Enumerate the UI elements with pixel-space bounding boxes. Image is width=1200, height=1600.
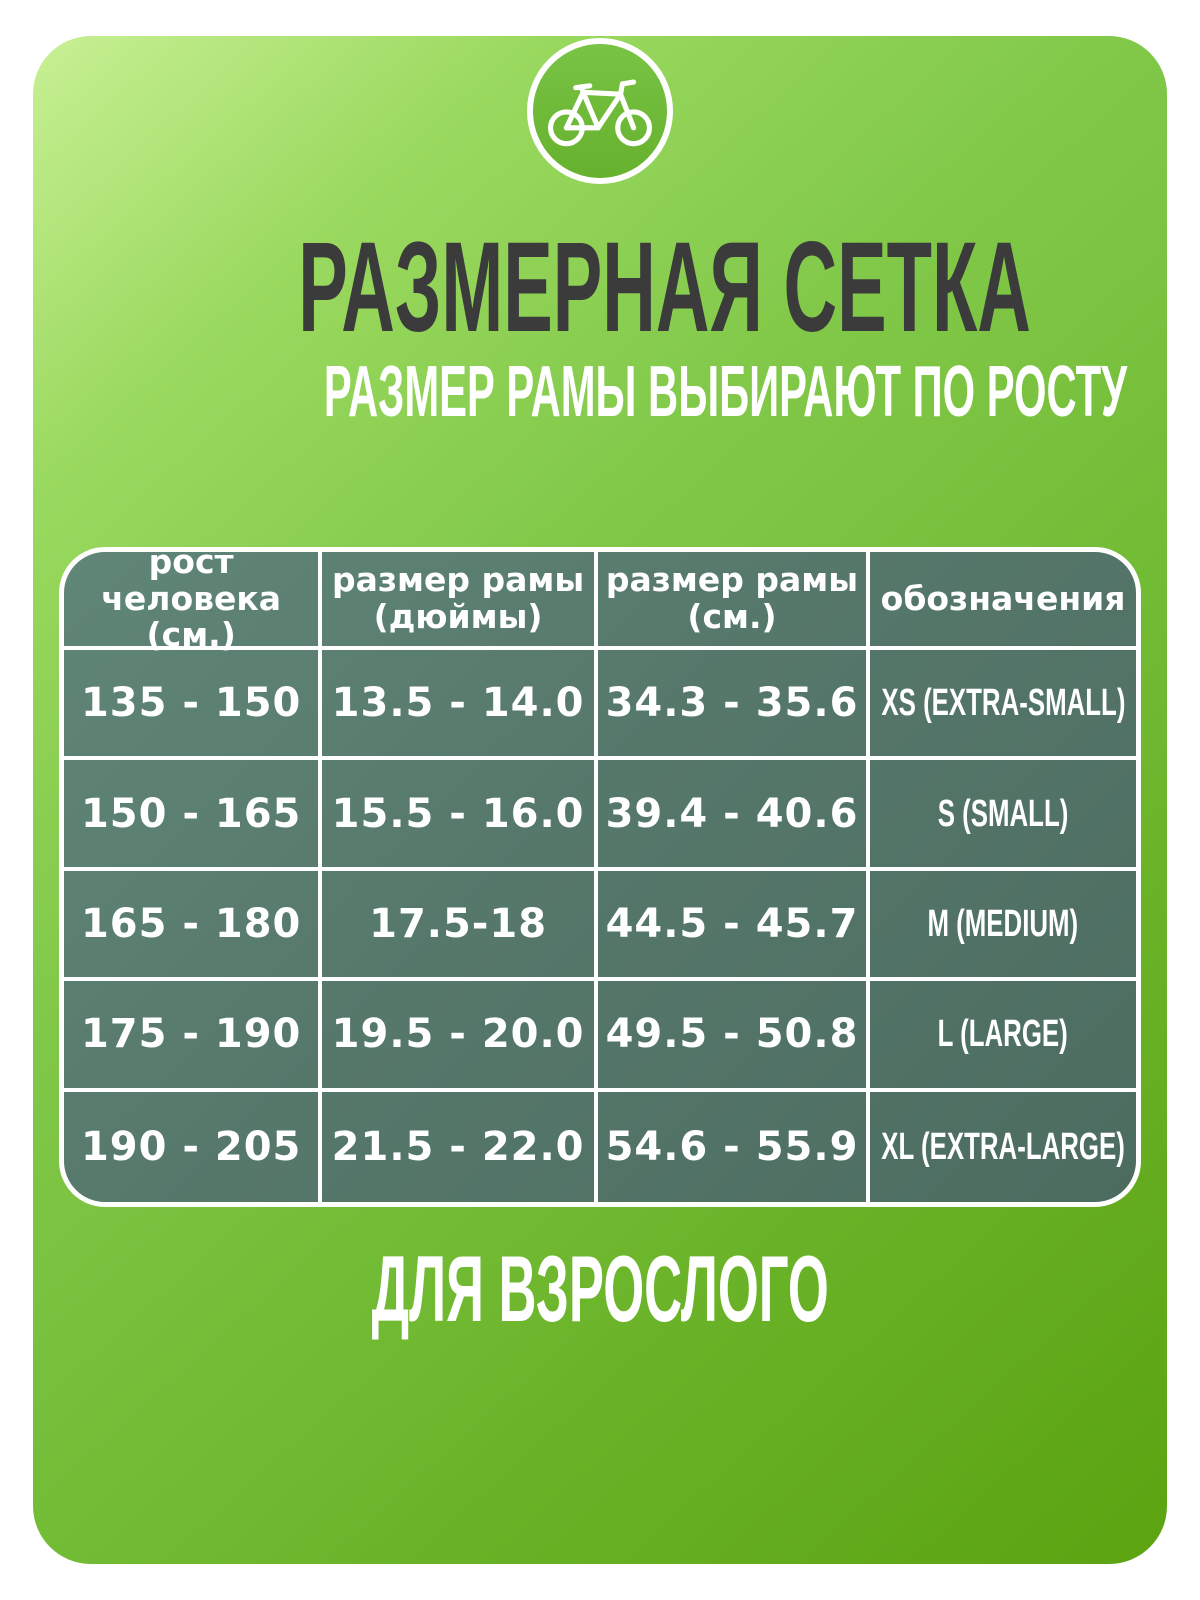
table-cell-designation-m: M (MEDIUM) xyxy=(870,871,1136,982)
size-table: рост человека (см.) размер рамы (дюймы) … xyxy=(59,547,1141,1207)
table-cell-cm-m: 44.5 - 45.7 xyxy=(597,870,871,982)
header-cell-rider-height: рост человека (см.) xyxy=(64,552,323,653)
table-cell-inches-l: 19.5 - 20.0 xyxy=(322,981,598,1092)
table-cell-designation-s: S (SMALL) xyxy=(870,760,1136,871)
header-cell-designation: обозначения xyxy=(870,552,1136,650)
table-cell-inches-s: 15.5 - 16.0 xyxy=(322,760,598,871)
header-cell-frame-cm: размер рамы (см.) xyxy=(597,552,871,650)
table-cell-height-xl: 190 - 205 xyxy=(64,1091,323,1202)
table-cell-inches-xs: 13.5 - 14.0 xyxy=(322,650,598,761)
table-cell-height-l: 175 - 190 xyxy=(64,981,323,1092)
bicycle-icon xyxy=(544,72,656,150)
page-title: РАЗМЕРНАЯ СЕТКА xyxy=(298,216,1031,359)
table-cell-height-xs: 135 - 150 xyxy=(64,650,323,761)
table-cell-designation-xs: XS (EXTRA-SMALL) xyxy=(870,650,1136,761)
table-cell-inches-m: 17.5-18 xyxy=(322,870,598,982)
table-cell-cm-xs: 34.3 - 35.6 xyxy=(597,650,871,761)
bike-badge xyxy=(527,38,673,184)
page-subtitle: РАЗМЕР РАМЫ ВЫБИРАЮТ ПО РОСТУ xyxy=(323,352,1128,432)
header-cell-frame-inches: размер рамы (дюймы) xyxy=(322,552,598,650)
table-cell-cm-l: 49.5 - 50.8 xyxy=(597,981,871,1092)
size-chart-card: РАЗМЕРНАЯ СЕТКА РАЗМЕР РАМЫ ВЫБИРАЮТ ПО … xyxy=(33,36,1167,1564)
table-cell-cm-s: 39.4 - 40.6 xyxy=(597,760,871,871)
table-cell-cm-xl: 54.6 - 55.9 xyxy=(598,1091,871,1202)
footer-label: ДЛЯ ВЗРОСЛОГО xyxy=(371,1236,829,1341)
table-cell-height-m: 165 - 180 xyxy=(64,870,323,982)
table-cell-height-s: 150 - 165 xyxy=(64,760,323,871)
table-cell-designation-xl: XL (EXTRA-LARGE) xyxy=(881,1125,1125,1168)
table-cell-designation-l: L (LARGE) xyxy=(870,981,1136,1092)
table-cell-inches-xl: 21.5 - 22.0 xyxy=(322,1091,598,1202)
